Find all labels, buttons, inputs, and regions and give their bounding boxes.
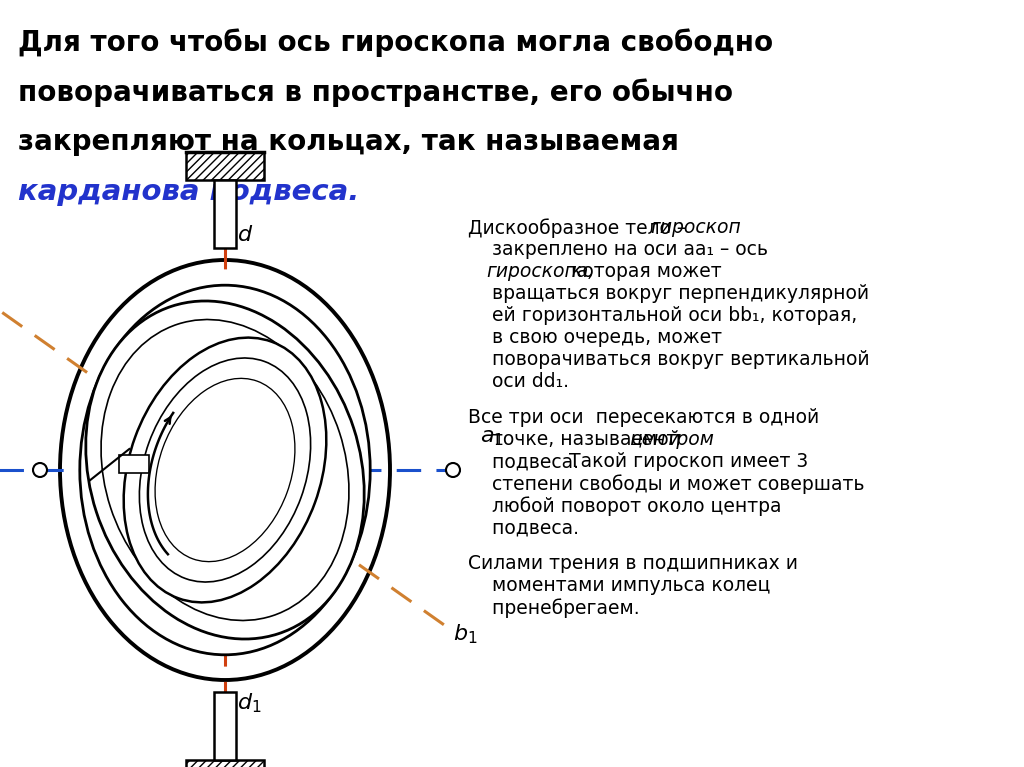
Text: поворачиваться вокруг вертикальной: поворачиваться вокруг вертикальной — [468, 350, 869, 369]
Text: точке, называемой: точке, называемой — [468, 430, 687, 449]
Ellipse shape — [80, 285, 371, 655]
FancyBboxPatch shape — [119, 455, 150, 473]
Text: закреплено на оси aa₁ – ось: закреплено на оси aa₁ – ось — [468, 240, 768, 259]
Text: вращаться вокруг перпендикулярной: вращаться вокруг перпендикулярной — [468, 284, 869, 303]
Text: $d$: $d$ — [237, 225, 253, 245]
Text: центром: центром — [629, 430, 714, 449]
Text: любой поворот около центра: любой поворот около центра — [468, 496, 781, 515]
Bar — [214, 180, 236, 248]
Ellipse shape — [101, 320, 349, 621]
Text: $d_1$: $d_1$ — [237, 691, 261, 715]
Text: подвеса.: подвеса. — [468, 452, 579, 471]
Text: степени свободы и может совершать: степени свободы и может совершать — [468, 474, 864, 494]
Ellipse shape — [60, 260, 390, 680]
Text: Такой гироскоп имеет 3: Такой гироскоп имеет 3 — [563, 452, 808, 471]
Text: подвеса.: подвеса. — [468, 518, 579, 537]
Text: ей горизонтальной оси bb₁, которая,: ей горизонтальной оси bb₁, которая, — [468, 306, 857, 325]
Text: Все три оси  пересекаются в одной: Все три оси пересекаются в одной — [468, 408, 819, 427]
Text: Для того чтобы ось гироскопа могла свободно: Для того чтобы ось гироскопа могла свобо… — [18, 28, 773, 57]
Text: закрепляют на кольцах, так называемая: закрепляют на кольцах, так называемая — [18, 128, 679, 156]
Text: Силами трения в подшипниках и: Силами трения в подшипниках и — [468, 554, 798, 573]
Bar — [186, 152, 264, 180]
Text: пренебрегаем.: пренебрегаем. — [468, 598, 640, 617]
Text: оси dd₁.: оси dd₁. — [468, 372, 569, 391]
Ellipse shape — [124, 337, 327, 602]
Circle shape — [33, 463, 47, 477]
Bar — [186, 760, 264, 767]
Text: Дискообразное тело –: Дискообразное тело – — [468, 218, 692, 238]
Text: $a_1$: $a_1$ — [480, 428, 504, 448]
Text: моментами импульса колец: моментами импульса колец — [468, 576, 770, 595]
Text: поворачиваться в пространстве, его обычно: поворачиваться в пространстве, его обычн… — [18, 78, 733, 107]
Text: гироскоп: гироскоп — [650, 218, 740, 237]
Text: гироскопа,: гироскопа, — [486, 262, 594, 281]
Text: которая может: которая может — [565, 262, 722, 281]
Ellipse shape — [86, 301, 365, 639]
Bar — [214, 692, 236, 760]
Text: карданова подвеса.: карданова подвеса. — [18, 178, 359, 206]
Text: $b_1$: $b_1$ — [453, 623, 477, 646]
Text: в свою очередь, может: в свою очередь, может — [468, 328, 722, 347]
Circle shape — [446, 463, 460, 477]
